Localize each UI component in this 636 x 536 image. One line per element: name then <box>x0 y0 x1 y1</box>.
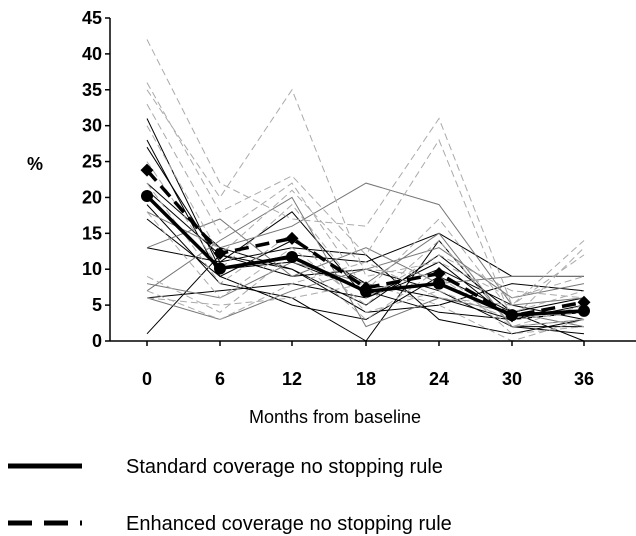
enhanced-mean-point <box>432 267 446 281</box>
standard-mean-point <box>141 190 153 203</box>
y-tick-label: 45 <box>82 8 102 28</box>
enhanced-trial-line <box>146 82 585 321</box>
enhanced-trial-line <box>146 211 585 328</box>
standard-mean-point <box>286 251 298 264</box>
standard-trial-line <box>146 118 584 277</box>
enhanced-mean-point <box>285 231 299 245</box>
mean-lines <box>140 163 591 323</box>
x-tick-label: 30 <box>502 369 522 389</box>
legend-label-enhanced: Enhanced coverage no stopping rule <box>126 513 452 535</box>
enhanced-trial-line <box>146 39 585 306</box>
y-tick-label: 30 <box>82 116 102 136</box>
standard-mean-point <box>214 262 226 275</box>
legend-label-standard: Standard coverage no stopping rule <box>126 456 443 478</box>
x-tick-label: 12 <box>282 369 302 389</box>
axes <box>109 18 636 342</box>
y-tick-label: 5 <box>92 295 102 315</box>
y-tick-label: 35 <box>82 80 102 100</box>
x-tick-label: 24 <box>429 369 449 389</box>
enhanced-mean-point <box>140 163 154 177</box>
standard-trial-line <box>146 218 584 285</box>
x-tick-label: 36 <box>574 369 594 389</box>
enhanced-mean-point <box>359 281 373 295</box>
x-axis-label: Months from baseline <box>249 407 421 427</box>
enhanced-trial-line <box>146 161 585 299</box>
x-tick-label: 18 <box>356 369 376 389</box>
y-tick-label: 0 <box>92 331 102 351</box>
x-ticks: 0 6 12 18 24 30 36 <box>142 341 594 389</box>
x-tick-label: 0 <box>142 369 152 389</box>
enhanced-trial-line <box>146 103 585 313</box>
standard-mean-point <box>578 304 590 317</box>
enhanced-mean-point <box>577 295 591 309</box>
enhanced-mean-point <box>505 309 519 323</box>
y-tick-label: 25 <box>82 152 102 172</box>
y-axis-label: % <box>27 154 43 174</box>
y-tick-label: 10 <box>82 259 102 279</box>
standard-trial-line <box>146 218 585 342</box>
y-tick-label: 40 <box>82 44 102 64</box>
standard-mean-point <box>433 277 445 290</box>
y-ticks: 0 5 10 15 20 25 30 35 40 45 <box>82 8 110 351</box>
x-tick-label: 6 <box>215 369 225 389</box>
y-tick-label: 15 <box>82 223 102 243</box>
enhanced-trial-line <box>146 254 585 335</box>
enhanced-trial-line <box>146 88 585 299</box>
y-tick-label: 20 <box>82 187 102 207</box>
enhanced-mean-point <box>213 246 227 260</box>
enhanced-trial-line <box>146 254 585 321</box>
legend: Standard coverage no stopping rule Enhan… <box>8 456 452 535</box>
